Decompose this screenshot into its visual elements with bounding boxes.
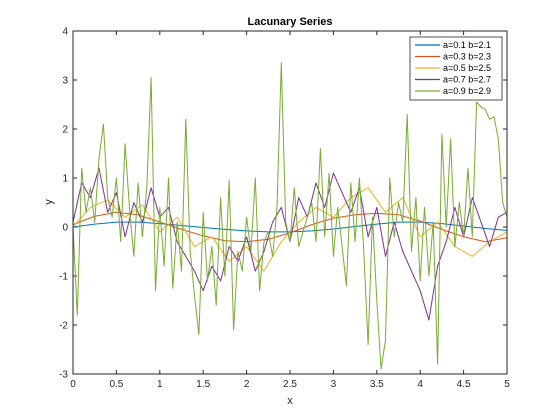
x-tick-label: 3 <box>331 379 337 390</box>
legend-label-3: a=0.5 b=2.5 <box>443 63 491 73</box>
chart-title: Lacunary Series <box>248 16 333 28</box>
legend-label-2: a=0.3 b=2.3 <box>443 52 491 62</box>
x-tick-label: 2.5 <box>283 379 297 390</box>
x-tick-label: 5 <box>504 379 510 390</box>
x-tick-label: 4 <box>417 379 423 390</box>
y-tick-label: 1 <box>62 174 68 185</box>
y-tick-label: 0 <box>62 223 68 234</box>
x-tick-label: 1.5 <box>196 379 210 390</box>
x-tick-label: 0.5 <box>109 379 123 390</box>
legend-label-1: a=0.1 b=2.1 <box>443 40 491 50</box>
x-tick-label: 0 <box>70 379 76 390</box>
legend-label-4: a=0.7 b=2.7 <box>443 75 491 85</box>
x-tick-label: 4.5 <box>457 379 471 390</box>
y-tick-label: 4 <box>62 27 68 38</box>
y-tick-label: -1 <box>59 272 68 283</box>
x-tick-label: 1 <box>157 379 163 390</box>
x-tick-label: 3.5 <box>370 379 384 390</box>
legend-label-5: a=0.9 b=2.9 <box>443 86 491 96</box>
y-axis-label: y <box>43 199 55 205</box>
y-tick-label: 3 <box>62 76 68 87</box>
y-tick-label: 2 <box>62 125 68 136</box>
y-tick-label: -2 <box>59 321 68 332</box>
y-tick-label: -3 <box>59 370 68 381</box>
legend: a=0.1 b=2.1 a=0.3 b=2.3a=0.5 b=2.5 a=0.7 b… <box>410 37 502 100</box>
x-tick-label: 2 <box>244 379 250 390</box>
x-axis-label: x <box>287 395 293 407</box>
